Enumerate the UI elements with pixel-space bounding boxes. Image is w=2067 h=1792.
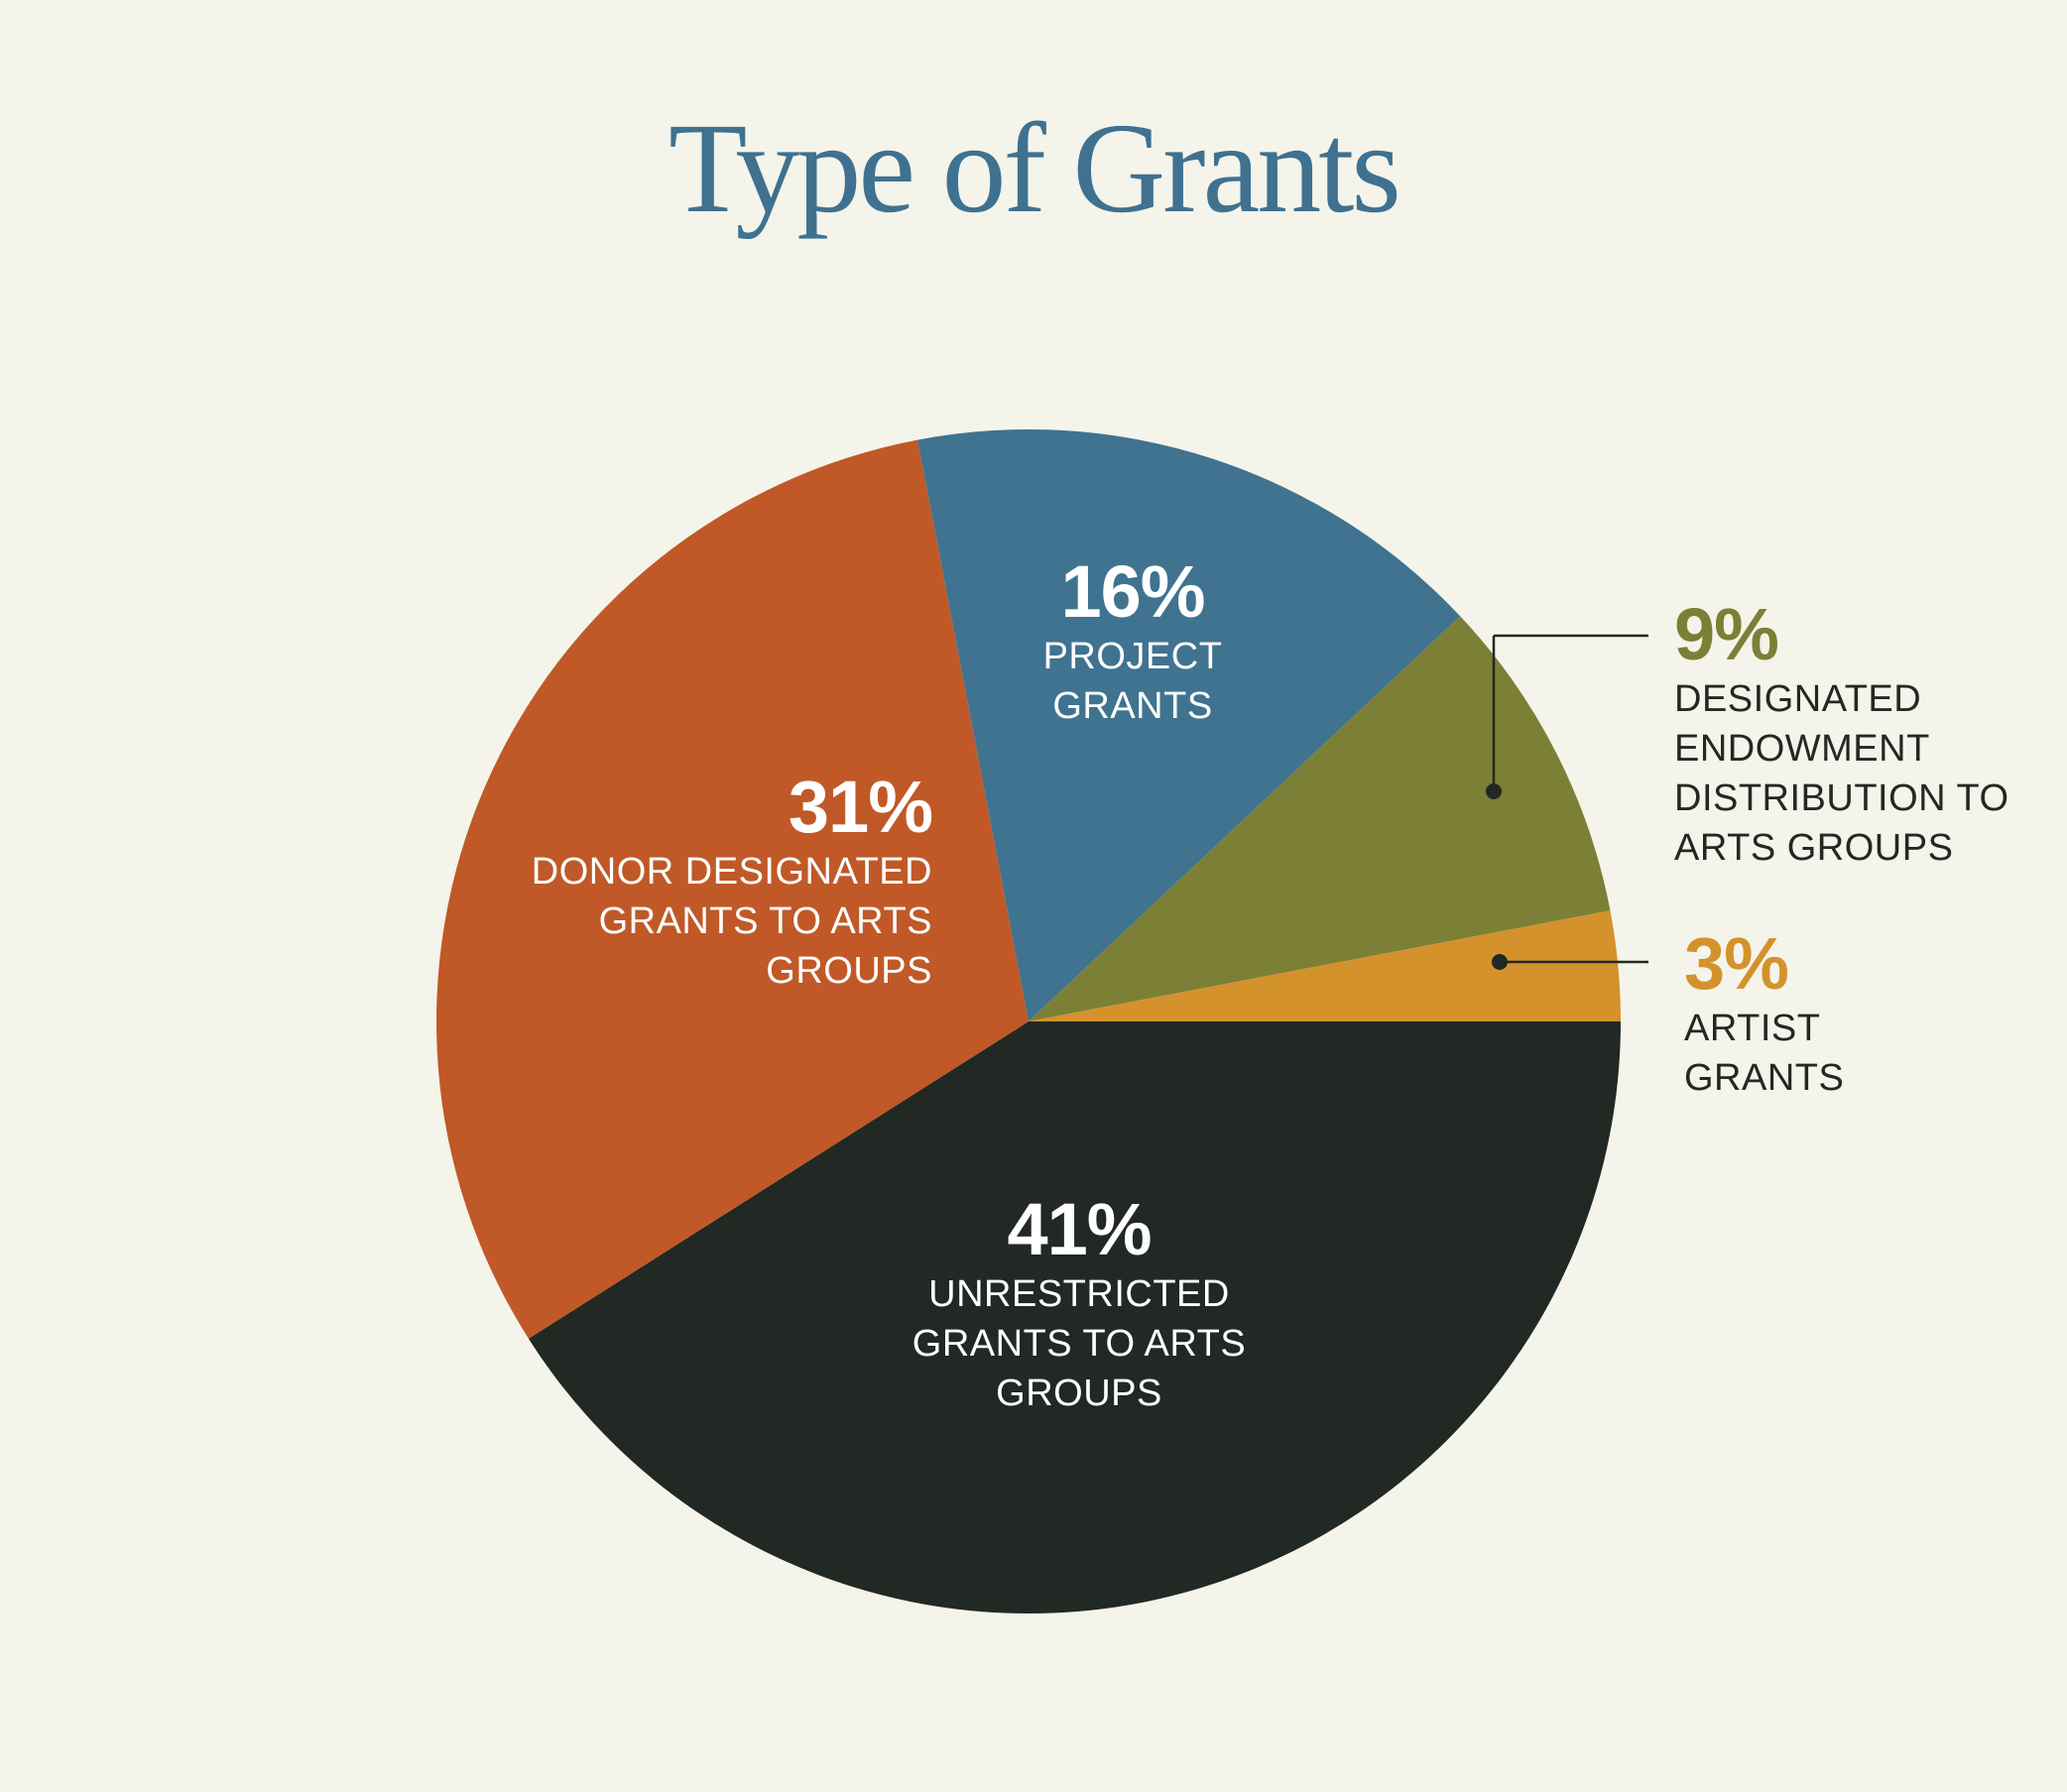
slice-name-line: ARTS GROUPS <box>1674 827 1954 869</box>
slice-label-designated-endowment: 9% DESIGNATED ENDOWMENT DISTRIBUTION TO … <box>1674 595 2051 873</box>
slice-name-line: DESIGNATED <box>1674 678 1922 720</box>
slice-name-line: GRANTS <box>1052 685 1213 727</box>
slice-name-line: GRANTS <box>1684 1057 1845 1099</box>
chart-title: Type of Grants <box>669 97 1401 240</box>
slice-value-label: 41% <box>1007 1188 1152 1270</box>
leader-lines <box>1486 634 1648 970</box>
slice-name-line: ARTIST <box>1684 1008 1821 1049</box>
slice-label-project: 16% PROJECT GRANTS <box>984 552 1281 731</box>
slice-name-line: DONOR DESIGNATED <box>531 851 932 893</box>
slice-name-line: ENDOWMENT <box>1674 728 1930 770</box>
slice-name-line: UNRESTRICTED <box>928 1273 1230 1315</box>
slice-value-label: 16% <box>1060 550 1205 633</box>
pie-slice-artist <box>1029 910 1621 1021</box>
slice-name-line: GROUPS <box>766 950 932 992</box>
slice-name-line: GRANTS TO ARTS <box>598 900 932 942</box>
pie-slice-donor-designated <box>435 439 1029 1339</box>
slice-name-line: DISTRIBUTION TO <box>1674 777 2009 819</box>
slice-name-line: GROUPS <box>996 1373 1162 1414</box>
pie-slice-unrestricted <box>528 1021 1621 1613</box>
slice-name-line: GRANTS TO ARTS <box>912 1323 1247 1365</box>
slice-name-line: PROJECT <box>1042 636 1223 677</box>
slice-value-label: 3% <box>1684 922 1789 1005</box>
slice-label-artist: 3% ARTIST GRANTS <box>1684 924 2021 1103</box>
slice-value-label: 9% <box>1674 593 1779 675</box>
pie-slice-project <box>917 429 1461 1022</box>
slice-label-donor-designated: 31% DONOR DESIGNATED GRANTS TO ARTS GROU… <box>436 766 933 996</box>
pie-slice-designated-endowment <box>1029 616 1611 1021</box>
slice-value-label: 31% <box>788 766 933 848</box>
pie-slices <box>435 429 1621 1613</box>
slice-label-unrestricted: 41% UNRESTRICTED GRANTS TO ARTS GROUPS <box>881 1190 1277 1418</box>
